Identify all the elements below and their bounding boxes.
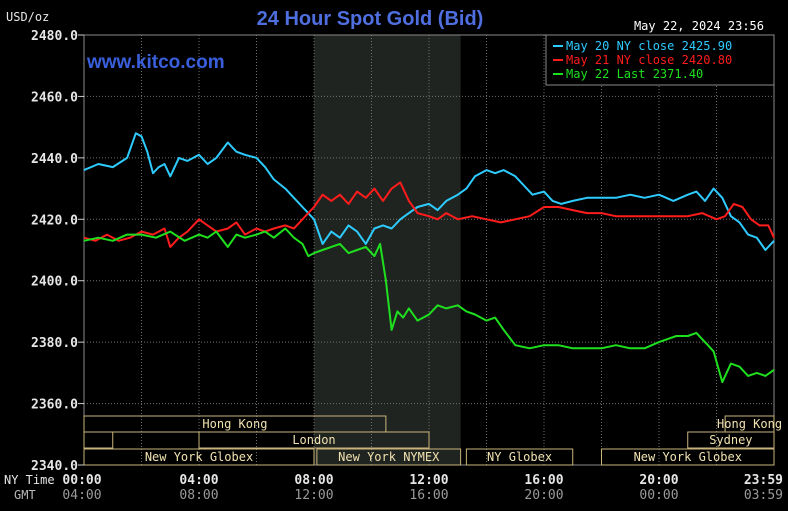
time-axis: NY TimeGMT00:0004:0004:0008:0008:0012:00… (4, 473, 783, 503)
y-tick-label: 2380.0 (31, 336, 78, 351)
session-label: New York Globex (145, 450, 253, 464)
session-label: Sydney (709, 433, 752, 447)
units-label: USD/oz (6, 10, 49, 24)
session-box (465, 448, 574, 466)
legend-entry: May 22 Last 2371.40 (566, 67, 703, 81)
y-axis: 2340.0 2360.0 2380.0 2400.0 2420.0 2440.0 2460… (31, 29, 84, 474)
ny-time-tick-label: 08:00 (294, 473, 333, 488)
session-label: Hong Kong (202, 417, 267, 431)
timestamp: May 22, 2024 23:56 (634, 19, 764, 33)
series-line (83, 181, 775, 248)
gmt-time-tick-label: 12:00 (294, 488, 333, 503)
session-box (601, 448, 775, 466)
ny-time-tick-label: 20:00 (639, 473, 678, 488)
session-box (83, 431, 114, 449)
gmt-time-tick-label: 04:00 (62, 488, 101, 503)
y-tick-label: 2340.0 (31, 459, 78, 474)
legend-entry: May 20 NY close 2425.90 (566, 39, 732, 53)
y-tick-label: 2460.0 (31, 90, 78, 105)
session-label: Hong Kong (717, 417, 782, 431)
session-label: New York NYMEX (338, 450, 440, 464)
kitco-watermark: www.kitco.com (86, 52, 225, 73)
session-box (83, 448, 315, 466)
ny-time-label: NY Time (4, 473, 55, 487)
y-tick-label: 2420.0 (31, 213, 78, 228)
gmt-time-tick-label: 16:00 (409, 488, 448, 503)
session-label: London (292, 433, 335, 447)
y-tick-label: 2400.0 (31, 275, 78, 290)
session-box (316, 448, 462, 466)
nymex-session-highlight (314, 35, 461, 465)
y-tick-label: 2360.0 (31, 398, 78, 413)
session-box (687, 431, 775, 449)
gmt-time-tick-label: 03:59 (744, 488, 783, 503)
ny-time-tick-label: 00:00 (62, 473, 101, 488)
gmt-time-tick-label: 00:00 (639, 488, 678, 503)
ny-time-tick-label: 12:00 (409, 473, 448, 488)
session-label: New York Globex (634, 450, 742, 464)
chart-title: 24 Hour Spot Gold (Bid) (257, 8, 484, 30)
series-line (83, 227, 775, 384)
y-tick-label: 2440.0 (31, 152, 78, 167)
session-box (198, 431, 430, 449)
y-tick-label: 2480.0 (31, 29, 78, 44)
session-label: NY Globex (487, 450, 552, 464)
gmt-time-tick-label: 08:00 (179, 488, 218, 503)
legend-box (545, 34, 775, 86)
gmt-time-tick-label: 20:00 (524, 488, 563, 503)
series-lines (83, 132, 775, 384)
ny-time-tick-label: 16:00 (524, 473, 563, 488)
gmt-label: GMT (14, 488, 36, 502)
ny-time-tick-label: 04:00 (179, 473, 218, 488)
ny-time-tick-label: 23:59 (744, 473, 783, 488)
session-bands: Hong Kong Hong Kong London Sydney New York G… (83, 415, 782, 466)
series-line (83, 132, 775, 251)
legend-entry: May 21 NY close 2420.80 (566, 53, 732, 67)
